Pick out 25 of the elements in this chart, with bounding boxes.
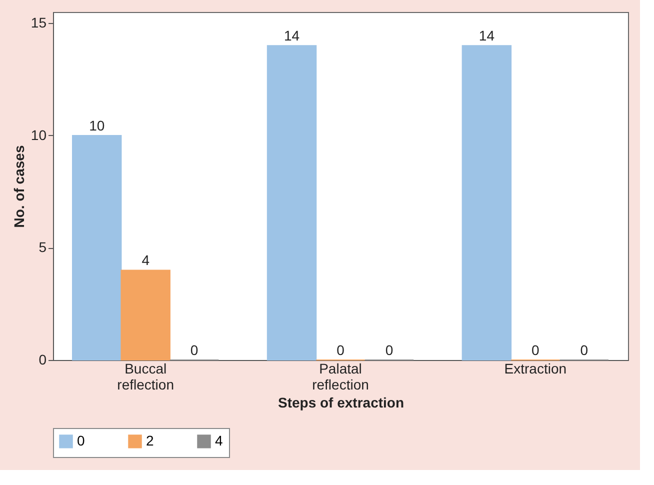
legend-label: 0 <box>77 432 85 448</box>
bar <box>72 134 122 360</box>
data-label: 4 <box>142 252 150 268</box>
legend-label: 2 <box>146 432 154 448</box>
x-tick-label: Palatal reflection <box>312 360 369 392</box>
data-label: 0 <box>580 342 588 358</box>
bar <box>266 45 317 360</box>
bar <box>462 45 512 360</box>
x-axis-title: Steps of extraction <box>278 394 404 410</box>
y-tick-label: 0 <box>38 352 47 368</box>
data-label: 0 <box>385 342 394 358</box>
y-tick-label: 5 <box>38 239 47 256</box>
legend-label: 4 <box>215 432 223 448</box>
data-label: 0 <box>336 342 345 358</box>
data-label: 14 <box>284 28 300 44</box>
y-tick-label: 10 <box>30 126 47 143</box>
x-tick-label: Extraction <box>504 360 567 376</box>
data-label: 14 <box>478 28 495 44</box>
data-label: 0 <box>532 342 540 358</box>
y-axis-title: No. of cases <box>10 145 27 228</box>
y-tick-label: 15 <box>30 14 47 31</box>
x-tick-label: Buccal reflection <box>117 360 174 392</box>
bar <box>120 270 170 360</box>
data-label: 0 <box>190 342 198 358</box>
data-label: 10 <box>89 117 105 134</box>
